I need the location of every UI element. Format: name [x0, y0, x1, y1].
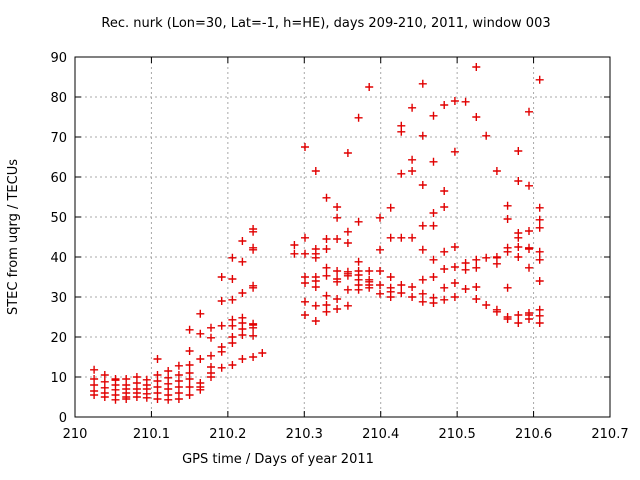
y-tick-label: 30: [50, 291, 67, 306]
y-tick-label: 10: [50, 371, 67, 386]
y-tick-label: 80: [50, 91, 67, 106]
x-axis-label: GPS time / Days of year 2011: [182, 452, 374, 467]
y-tick-label: 40: [50, 251, 67, 266]
y-tick-label: 50: [50, 211, 67, 226]
x-tick-label: 210.2: [209, 427, 246, 442]
axis-ticks: [74, 56, 611, 418]
data-points: [90, 63, 544, 404]
x-tick-label: 210.3: [286, 427, 323, 442]
x-tick-label: 210.1: [133, 427, 170, 442]
gridlines: [75, 57, 610, 417]
y-tick-label: 70: [50, 131, 67, 146]
x-tick-label: 210.5: [439, 427, 476, 442]
data-point-marker: [90, 63, 544, 404]
x-tick-label: 210: [63, 427, 88, 442]
tick-labels: 210 210.1 210.2 210.3 210.4 210.5 210.6 210.7 0 1…: [50, 51, 628, 442]
y-tick-label: 60: [50, 171, 67, 186]
x-tick-label: 210.7: [591, 427, 628, 442]
y-axis-label: STEC from uqrg / TECUs: [6, 159, 21, 315]
y-tick-label: 90: [50, 51, 67, 66]
y-tick-label: 0: [59, 411, 67, 426]
x-tick-label: 210.4: [362, 427, 399, 442]
x-tick-label: 210.6: [515, 427, 552, 442]
plot-border: [74, 56, 611, 418]
chart-title: Rec. nurk (Lon=30, Lat=-1, h=HE), days 2…: [101, 16, 550, 31]
y-tick-label: 20: [50, 331, 67, 346]
